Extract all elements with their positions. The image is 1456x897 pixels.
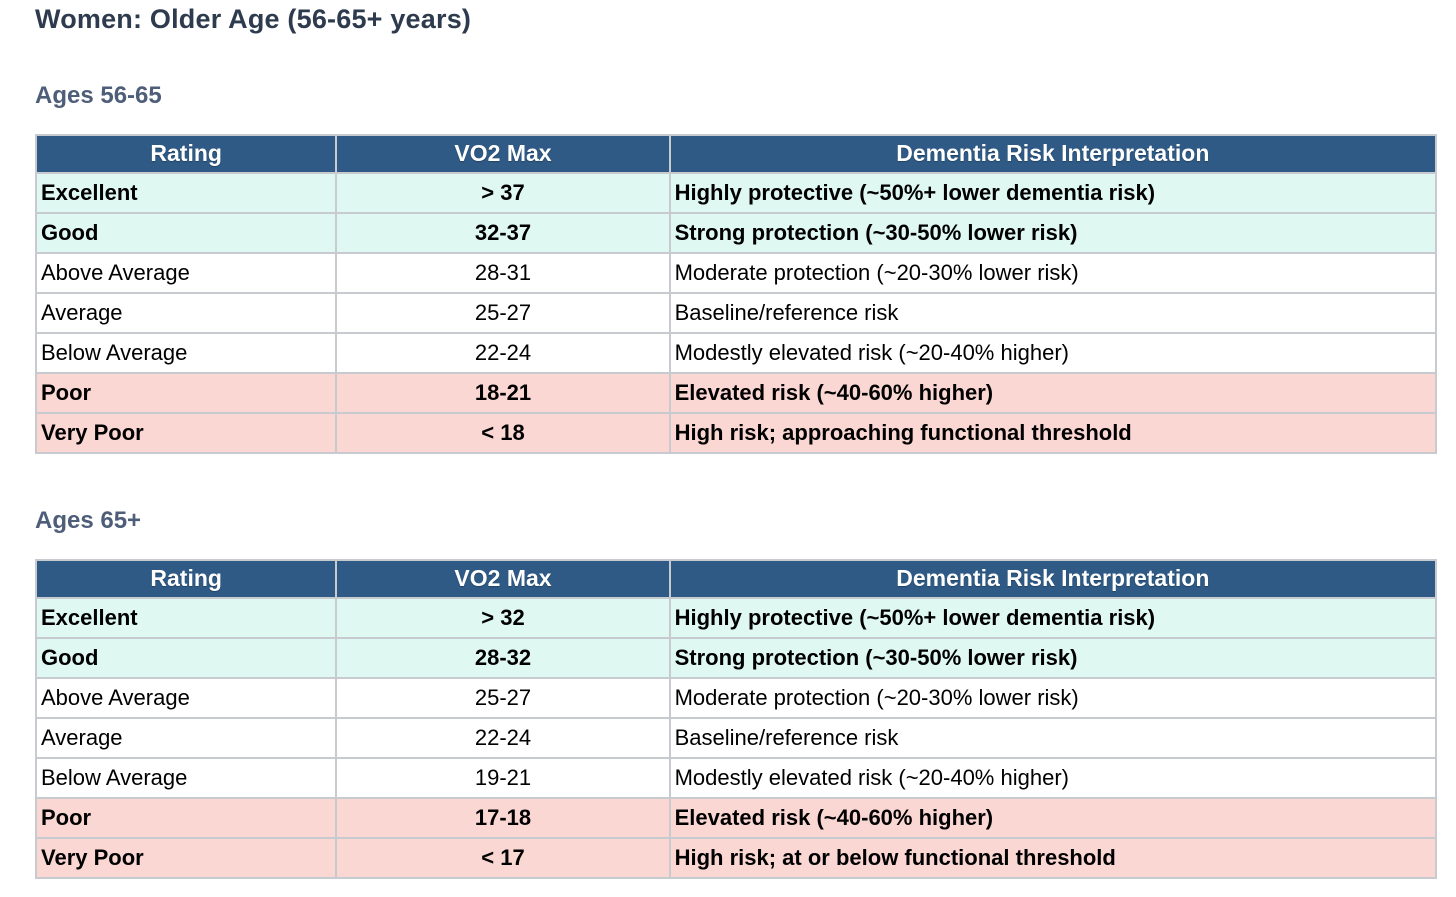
table-row: Poor 17-18 Elevated risk (~40-60% higher) [34,797,1438,840]
vo2max-cell: 22-24 [335,717,671,760]
header-row: Rating VO2 Max Dementia Risk Interpretat… [34,559,1438,600]
column-header-vo2max: VO2 Max [335,559,671,600]
vo2max-cell: < 17 [335,837,671,880]
table-body: Excellent > 32 Highly protective (~50%+ lo… [34,597,1438,880]
table-row: Below Average 22-24 Modestly elevated risk… [34,332,1438,375]
rating-cell: Average [34,292,338,335]
table-row: Poor 18-21 Elevated risk (~40-60% higher) [34,372,1438,415]
table-body: Excellent > 37 Highly protective (~50%+ lo… [34,172,1438,455]
column-header-interpretation: Dementia Risk Interpretation [668,134,1438,175]
table-row: Above Average 28-31 Moderate protection (~… [34,252,1438,295]
rating-cell: Excellent [34,597,338,640]
interpretation-cell: Elevated risk (~40-60% higher) [668,797,1438,840]
column-header-rating: Rating [34,559,338,600]
interpretation-cell: Moderate protection (~20-30% lower risk) [668,677,1438,720]
header-row: Rating VO2 Max Dementia Risk Interpretat… [34,134,1438,175]
table-row: Above Average 25-27 Moderate protection (~… [34,677,1438,720]
rating-cell: Very Poor [34,837,338,880]
rating-cell: Good [34,637,338,680]
vo2max-cell: 25-27 [335,677,671,720]
interpretation-cell: Strong protection (~30-50% lower risk) [668,212,1438,255]
section-heading-ages-65-plus: Ages 65+ [35,507,142,535]
rating-cell: Excellent [34,172,338,215]
table-row: Average 25-27 Baseline/reference risk [34,292,1438,335]
column-header-interpretation: Dementia Risk Interpretation [668,559,1438,600]
interpretation-cell: High risk; approaching functional thresh… [668,412,1438,455]
table-row: Good 28-32 Strong protection (~30-50% lowe… [34,637,1438,680]
vo2max-cell: 17-18 [335,797,671,840]
interpretation-cell: Highly protective (~50%+ lower dementia … [668,172,1438,215]
vo2max-cell: 19-21 [335,757,671,800]
vo2max-cell: 18-21 [335,372,671,415]
page-title: Women: Older Age (56-65+ years) [35,4,472,34]
interpretation-cell: Modestly elevated risk (~20-40% higher) [668,757,1438,800]
vo2max-cell: 32-37 [335,212,671,255]
vo2max-cell: < 18 [335,412,671,455]
interpretation-cell: Baseline/reference risk [668,292,1438,335]
table-row: Good 32-37 Strong protection (~30-50% lowe… [34,212,1438,255]
interpretation-cell: Moderate protection (~20-30% lower risk) [668,252,1438,295]
table-row: Excellent > 32 Highly protective (~50%+ lo… [34,597,1438,640]
interpretation-cell: Modestly elevated risk (~20-40% higher) [668,332,1438,375]
vo2max-cell: 28-31 [335,252,671,295]
vo2max-cell: > 32 [335,597,671,640]
interpretation-cell: Highly protective (~50%+ lower dementia … [668,597,1438,640]
rating-cell: Below Average [34,332,338,375]
rating-cell: Poor [34,797,338,840]
rating-cell: Poor [34,372,338,415]
table-row: Average 22-24 Baseline/reference risk [34,717,1438,760]
rating-cell: Good [34,212,338,255]
table-row: Excellent > 37 Highly protective (~50%+ lo… [34,172,1438,215]
table-header: Rating VO2 Max Dementia Risk Interpretat… [34,134,1438,175]
interpretation-cell: Baseline/reference risk [668,717,1438,760]
table-row: Below Average 19-21 Modestly elevated risk… [34,757,1438,800]
rating-cell: Average [34,717,338,760]
rating-cell: Above Average [34,252,338,295]
vo2max-table-ages-56-65: Rating VO2 Max Dementia Risk Interpretat… [34,134,1438,455]
section-heading-ages-56-65: Ages 56-65 [35,82,162,110]
rating-cell: Very Poor [34,412,338,455]
table-header: Rating VO2 Max Dementia Risk Interpretat… [34,559,1438,600]
table-row: Very Poor < 18 High risk; approaching func… [34,412,1438,455]
column-header-vo2max: VO2 Max [335,134,671,175]
interpretation-cell: Elevated risk (~40-60% higher) [668,372,1438,415]
interpretation-cell: Strong protection (~30-50% lower risk) [668,637,1438,680]
rating-cell: Above Average [34,677,338,720]
vo2max-cell: 22-24 [335,332,671,375]
rating-cell: Below Average [34,757,338,800]
vo2max-cell: > 37 [335,172,671,215]
vo2max-cell: 28-32 [335,637,671,680]
vo2max-table-ages-65-plus: Rating VO2 Max Dementia Risk Interpretat… [34,559,1438,880]
vo2max-cell: 25-27 [335,292,671,335]
table-row: Very Poor < 17 High risk; at or below func… [34,837,1438,880]
column-header-rating: Rating [34,134,338,175]
interpretation-cell: High risk; at or below functional thresh… [668,837,1438,880]
